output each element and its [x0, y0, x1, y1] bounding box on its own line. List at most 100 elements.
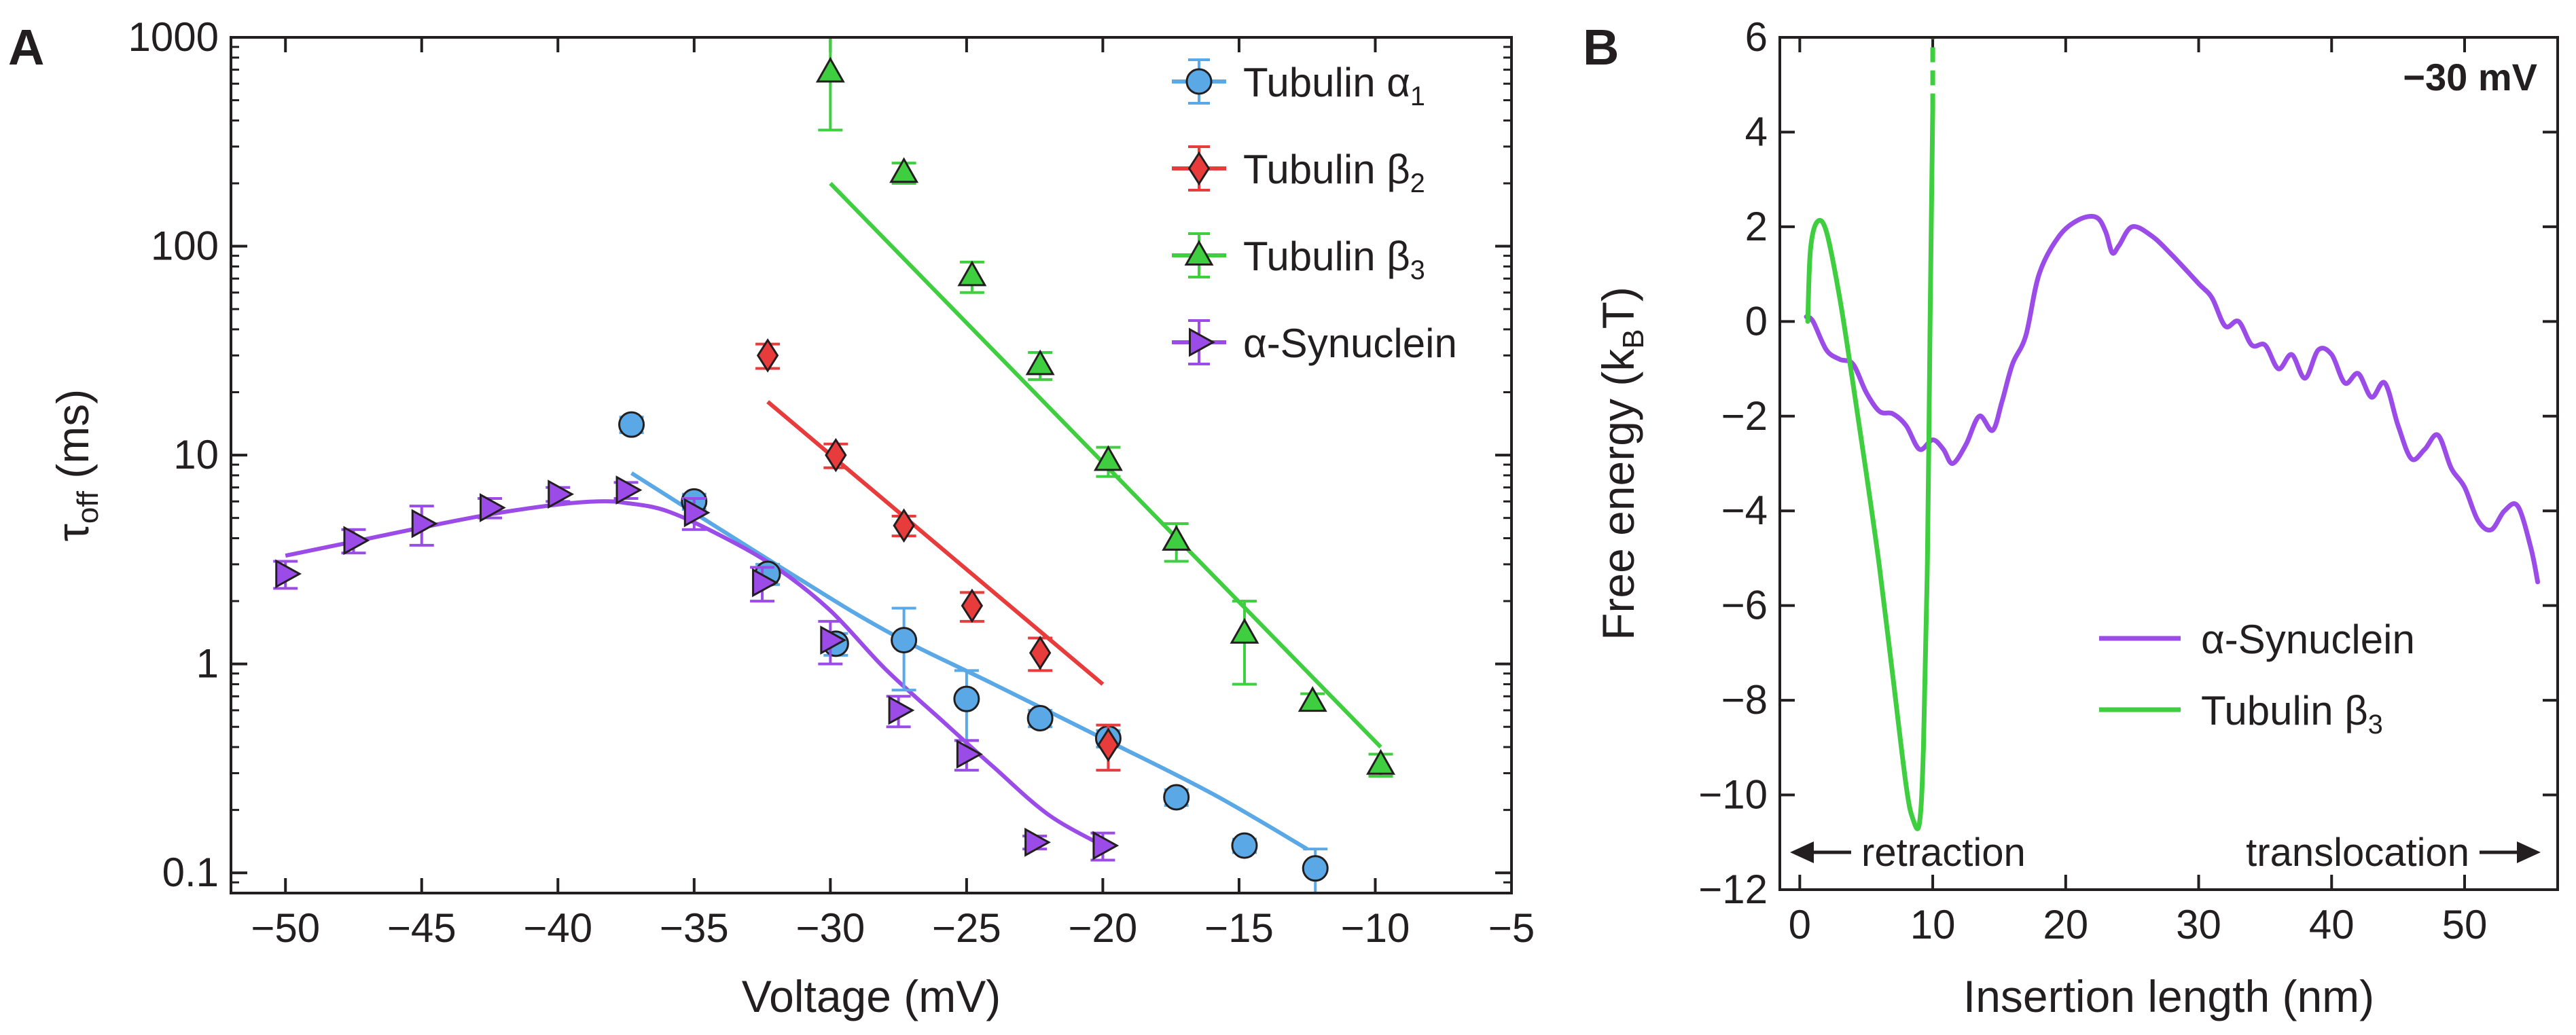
y-tick-label: 10 — [173, 432, 219, 477]
panel-b: B 0 10 20 30 40 50 −12 −10 −8 −6 −4 −2 0 2 4 6 −30 mV r… — [1583, 14, 2559, 1021]
data-point-series-3 — [343, 526, 370, 556]
y-tick-label: −6 — [1721, 583, 1768, 628]
data-point-series-1 — [893, 508, 915, 543]
y-tick-label: 6 — [1745, 14, 1768, 60]
legend-label: Tubulin α1 — [1243, 60, 1425, 111]
data-point-series-3 — [820, 625, 847, 655]
data-point-series-0 — [1231, 832, 1258, 859]
data-point-series-2 — [815, 56, 845, 83]
y-tick-label: 4 — [1745, 109, 1768, 154]
panel-a-x-axis-label: Voltage (mV) — [742, 971, 1001, 1021]
data-point-series-3 — [752, 568, 779, 598]
data-point-series-1 — [756, 338, 779, 373]
legend-marker — [1187, 151, 1211, 186]
y-tick-label: −8 — [1721, 677, 1768, 723]
data-point-series-3 — [548, 479, 575, 509]
x-tick-label: −30 — [795, 905, 865, 951]
x-tick-label: −15 — [1204, 905, 1274, 951]
fit-line-series-0 — [630, 471, 1308, 851]
data-point-series-0 — [618, 411, 645, 438]
legend-label-text: Tubulin α — [1243, 60, 1410, 105]
y-tick-label: 0.1 — [162, 850, 219, 895]
legend-marker — [1189, 327, 1215, 357]
data-point-series-3 — [956, 740, 983, 769]
x-tick-label: −25 — [932, 905, 1001, 951]
panel-a-y-axis-label: τoff (ms) — [48, 389, 105, 541]
data-point-series-3 — [411, 509, 438, 539]
panel-b-y-axis-label: Free energy (kBT) — [1593, 287, 1650, 640]
data-point-series-1 — [1028, 636, 1052, 670]
retraction-arrow-head — [1790, 841, 1814, 863]
legend-label-subscript: 2 — [1410, 168, 1425, 198]
panel-a: A −50 −45 −40 −35 −30 −25 −20 −15 −10 −5 0.1 1 10 100… — [8, 14, 1535, 1021]
panel-b-plot-frame — [1778, 36, 2559, 891]
data-point-series-0 — [1163, 784, 1190, 811]
panel-a-label: A — [8, 19, 44, 75]
data-point-series-2 — [1025, 349, 1055, 376]
panel-a-fit-lines — [285, 181, 1382, 851]
x-tick-label: −10 — [1341, 905, 1410, 951]
data-point-series-0 — [891, 627, 918, 654]
panel-b-label: B — [1583, 19, 1619, 75]
y-tick-label: −2 — [1721, 393, 1768, 439]
data-point-series-3 — [615, 475, 643, 505]
translocation-arrow-head — [2517, 841, 2541, 863]
data-point-series-0 — [1302, 855, 1329, 882]
legend-label: Tubulin β3 — [1243, 234, 1425, 285]
y-tick-label: 1 — [196, 641, 219, 687]
panel-b-direction-arrows: retraction translocation — [1790, 831, 2541, 875]
y-tick-label: 1000 — [128, 14, 219, 60]
x-tick-label: −35 — [660, 905, 729, 951]
panel-a-plot-frame — [230, 36, 1513, 894]
y-tick-label: 100 — [151, 223, 219, 269]
legend-label: α-Synuclein — [1243, 321, 1457, 366]
data-point-series-3 — [888, 695, 915, 725]
data-point-series-1 — [825, 437, 847, 473]
curve-series-1 — [1805, 106, 1935, 831]
legend-label: Tubulin β2 — [1243, 147, 1425, 198]
y-tick-label: −10 — [1698, 772, 1768, 818]
x-tick-label: −5 — [1488, 905, 1535, 951]
data-point-series-2 — [1230, 617, 1259, 644]
panel-a-ticks: −50 −45 −40 −35 −30 −25 −20 −15 −10 −5 0.1 1 10 100 10… — [128, 14, 1535, 951]
legend-label-text: α-Synuclein — [1243, 321, 1457, 366]
x-tick-label: −20 — [1069, 905, 1138, 951]
fit-line-series-1 — [766, 400, 1105, 686]
x-tick-label: 20 — [2043, 902, 2088, 947]
data-point-series-2 — [1093, 445, 1123, 471]
curve-series-0 — [1804, 214, 2541, 585]
legend-label-subscript: 3 — [2368, 710, 2383, 740]
legend-label: Tubulin β3 — [2201, 688, 2383, 740]
data-point-series-0 — [953, 685, 980, 712]
legend-label-subscript: 3 — [1410, 255, 1425, 285]
panel-b-curves — [1804, 37, 2541, 831]
x-tick-label: 10 — [1910, 902, 1956, 947]
data-point-series-1 — [961, 588, 984, 623]
x-tick-label: −40 — [523, 905, 592, 951]
y-tick-label: −12 — [1698, 867, 1768, 912]
data-point-series-3 — [275, 559, 302, 589]
data-point-series-3 — [1092, 831, 1120, 860]
data-point-series-2 — [1162, 525, 1192, 551]
panel-b-legend: α-Synuclein Tubulin β3 — [2099, 617, 2415, 740]
legend-label: α-Synuclein — [2201, 617, 2415, 662]
x-tick-label: 40 — [2309, 902, 2355, 947]
y-tick-label: 2 — [1745, 204, 1768, 249]
legend-label-text: Tubulin β — [1243, 234, 1410, 279]
legend-label-text: Tubulin β — [1243, 147, 1410, 192]
legend-marker — [1185, 68, 1213, 95]
x-tick-label: −50 — [251, 905, 320, 951]
data-point-series-2 — [1366, 748, 1395, 775]
data-point-series-2 — [1298, 686, 1327, 712]
x-tick-label: 0 — [1789, 902, 1811, 947]
panel-b-ticks: 0 10 20 30 40 50 −12 −10 −8 −6 −4 −2 0 2 4 6 — [1698, 14, 2558, 947]
legend-label-text: α-Synuclein — [2201, 617, 2415, 662]
x-tick-label: −45 — [387, 905, 457, 951]
y-tick-label: 0 — [1745, 298, 1768, 344]
data-point-series-2 — [889, 157, 919, 183]
legend-label-text: Tubulin β — [2201, 688, 2368, 733]
fit-line-series-3 — [285, 499, 1104, 848]
legend-marker — [1184, 240, 1214, 266]
